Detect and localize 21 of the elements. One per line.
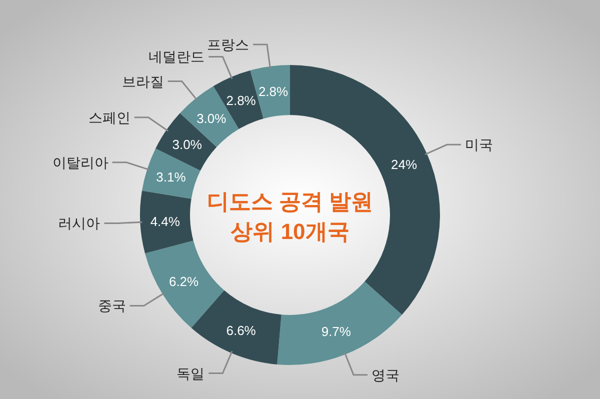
data-label: 3.0% [196, 110, 227, 126]
slice-label: 이탈리아 [52, 154, 108, 170]
data-label: 2.8% [226, 92, 256, 108]
slice-label: 프랑스 [207, 36, 250, 53]
slice-label: 러시아 [58, 215, 100, 232]
data-label: 24% [391, 156, 418, 172]
slice-label: 네덜란드 [148, 48, 205, 65]
data-label: 3.0% [172, 137, 202, 152]
data-label: 4.4% [150, 214, 180, 229]
data-label: 3.1% [156, 170, 186, 185]
data-label: 6.2% [168, 274, 200, 289]
slice-label: 스페인 [88, 109, 130, 126]
data-label: 2.8% [258, 84, 289, 100]
data-label: 6.6% [226, 323, 256, 338]
slice-label: 독일 [176, 365, 205, 382]
slice-label: 브라질 [122, 73, 164, 90]
slice-label: 미국 [464, 136, 493, 153]
text: 디도스 공격 발원 상위 10개국 [206, 189, 374, 244]
slice-label: 중국 [98, 298, 126, 314]
slice-label: 영국 [372, 366, 400, 383]
data-label: 9.7% [321, 324, 352, 340]
